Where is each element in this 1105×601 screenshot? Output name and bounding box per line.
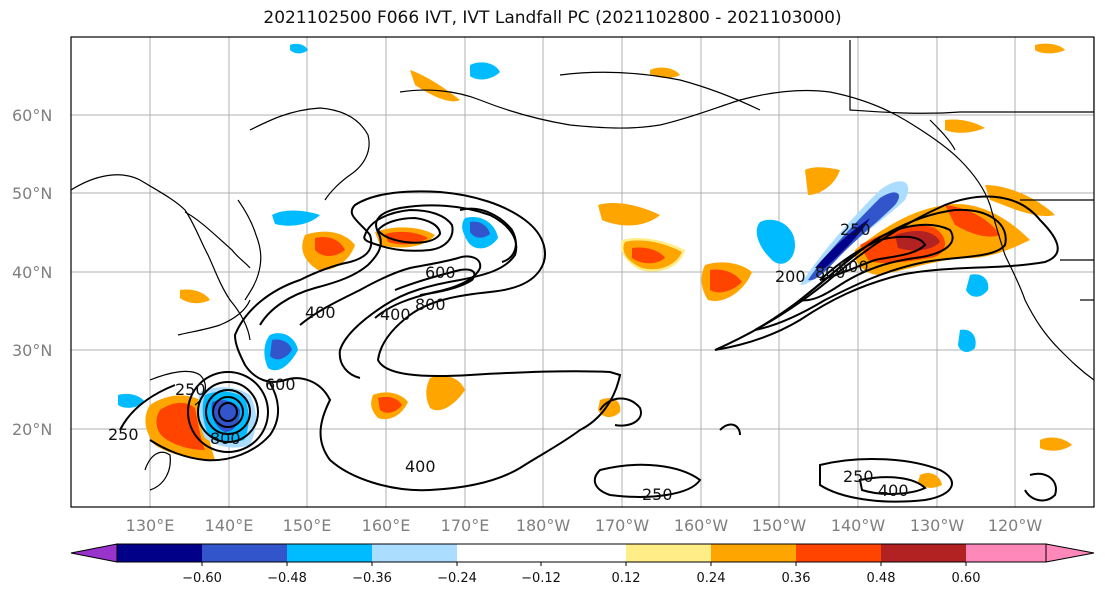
contour-label: 400	[380, 305, 411, 324]
lon-label: 130°W	[910, 516, 965, 535]
colorbar-extend-min	[70, 543, 118, 563]
contour-label: 400	[305, 303, 336, 322]
colorbar-segment	[372, 544, 457, 562]
lon-label: 170°W	[595, 516, 650, 535]
latitude-labels: 60°N 50°N 40°N 30°N 20°N	[12, 106, 52, 439]
colorbar-tick-label: 0.48	[867, 571, 896, 586]
coastlines	[71, 37, 1094, 491]
lon-label: 180°W	[516, 516, 571, 535]
colorbar-tick-label: 0.24	[697, 571, 726, 586]
map-title: 2021102500 F066 IVT, IVT Landfall PC (20…	[263, 8, 842, 28]
lon-label: 150°E	[283, 516, 332, 535]
colorbar-tick-label: 0.60	[952, 571, 981, 586]
contour-labels: 250 400 600 800 250 400 600 800 250 400 …	[108, 220, 909, 504]
lon-label: 140°W	[831, 516, 886, 535]
lon-label: 120°W	[988, 516, 1043, 535]
contour-label: 800	[815, 263, 846, 282]
contour-label: 250	[108, 425, 139, 444]
colorbar-segment	[287, 544, 372, 562]
lon-label: 150°W	[752, 516, 807, 535]
contour-label: 250	[840, 220, 871, 239]
colorbar-tick-label: −0.24	[437, 571, 477, 586]
contour-label: 800	[210, 429, 241, 448]
lat-label: 50°N	[12, 184, 52, 203]
lon-label: 140°E	[205, 516, 254, 535]
colorbar-tick-label: 0.36	[782, 571, 811, 586]
colorbar-segment	[626, 544, 711, 562]
colorbar-segment	[202, 544, 287, 562]
colorbar-extend-max	[1045, 543, 1095, 563]
lat-label: 20°N	[12, 420, 52, 439]
colorbar-segment	[966, 544, 1046, 562]
colorbar-segment	[117, 544, 202, 562]
colorbar-tick-label: −0.60	[182, 571, 222, 586]
colorbar: −0.60 −0.48 −0.36 −0.24 −0.12 0.12 0.24 …	[70, 543, 1095, 586]
contour-label: 250	[642, 485, 673, 504]
contour-label: 600	[265, 375, 296, 394]
lat-label: 60°N	[12, 106, 52, 125]
colorbar-segment	[711, 544, 796, 562]
colorbar-tick-label: −0.48	[267, 571, 307, 586]
colorbar-tick-label: 0.12	[612, 571, 641, 586]
ivt-anomaly-fills	[118, 43, 1072, 488]
contour-label: 600	[425, 263, 456, 282]
ivt-contours	[119, 190, 1059, 503]
colorbar-segment	[881, 544, 966, 562]
contour-label: 400	[405, 457, 436, 476]
contour-label: 800	[415, 295, 446, 314]
contour-label: 250	[843, 467, 874, 486]
lat-label: 30°N	[12, 341, 52, 360]
lat-label: 40°N	[12, 263, 52, 282]
lon-label: 160°E	[362, 516, 411, 535]
lon-label: 130°E	[126, 516, 175, 535]
contour-label: 400	[878, 481, 909, 500]
gridlines	[71, 37, 1094, 507]
longitude-labels: 130°E 140°E 150°E 160°E 170°E 180°W 170°…	[126, 516, 1043, 535]
map-panel	[70, 36, 1095, 508]
colorbar-segment	[796, 544, 881, 562]
lon-label: 170°E	[441, 516, 490, 535]
colorbar-tick-label: −0.12	[521, 571, 561, 586]
contour-label: 200	[775, 267, 806, 286]
contour-label: 600	[838, 257, 869, 276]
colorbar-tick-label: −0.36	[352, 571, 392, 586]
lon-label: 160°W	[674, 516, 729, 535]
contour-label: 250	[175, 380, 206, 399]
colorbar-segment	[457, 544, 626, 562]
